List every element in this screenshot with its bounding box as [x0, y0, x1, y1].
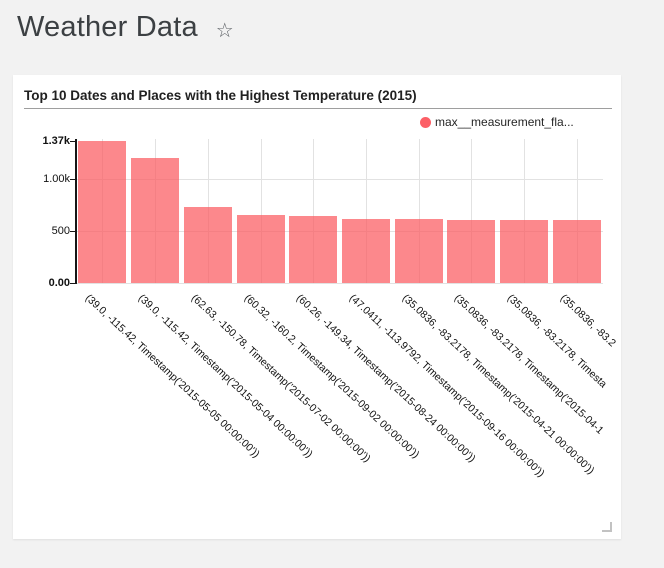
y-axis-tick [70, 231, 75, 233]
y-axis-label: 1.37k [42, 135, 70, 147]
bar[interactable] [236, 215, 285, 283]
chart-card: Top 10 Dates and Places with the Highest… [13, 75, 621, 539]
bar[interactable] [500, 219, 548, 283]
legend-series-dot-icon [420, 116, 431, 128]
x-axis-label: (35.0836, -83.2178, Timestamp('2015-04-2… [399, 292, 597, 477]
bar[interactable] [289, 215, 338, 283]
x-axis-label: (39.0, -115.42, Timestamp('2015-05-05 00… [83, 292, 263, 461]
y-axis-tick [70, 283, 75, 284]
star-outline-icon[interactable]: ☆ [215, 20, 234, 42]
bar[interactable] [394, 219, 443, 283]
y-axis-tick [70, 141, 75, 142]
x-axis-label: (47.0411, -113.9792, Timestamp('2015-09-… [346, 292, 547, 480]
vertical-gridline [260, 139, 262, 284]
legend-item[interactable]: max__measurement_fla... [420, 115, 574, 129]
vertical-gridline [365, 139, 367, 284]
baseline-gridline [76, 283, 603, 284]
y-axis-label: 0.00 [48, 277, 70, 289]
x-axis-label: (62.63, -150.78, Timestamp('2015-07-02 0… [188, 292, 373, 465]
y-axis-tick [70, 179, 75, 181]
y-axis-label: 1.00k [43, 173, 70, 186]
x-axis-label: (60.26, -149.34, Timestamp('2015-08-24 0… [294, 292, 479, 465]
chart-title: Top 10 Dates and Places with the Highest… [24, 88, 417, 103]
bar[interactable] [447, 219, 496, 283]
x-axis-label: (60.32, -160.2, Timestamp('2015-09-02 00… [241, 292, 422, 461]
resize-handle-icon[interactable] [602, 522, 612, 532]
page-header: Weather Data ☆ [17, 11, 234, 44]
legend-series-label: max__measurement_fla... [435, 115, 574, 129]
vertical-gridline [576, 139, 578, 284]
horizontal-gridline [76, 231, 603, 233]
bar[interactable] [341, 219, 390, 283]
bar[interactable] [131, 158, 180, 283]
bar[interactable] [552, 219, 601, 283]
horizontal-gridline [76, 179, 603, 181]
vertical-gridline [313, 139, 315, 284]
page-title: Weather Data [17, 11, 198, 43]
vertical-gridline [471, 139, 473, 284]
x-axis-label: (35.0836, -83.2178, Timesta [504, 292, 610, 391]
y-axis-line [75, 139, 77, 284]
x-axis-label: (35.0836, -83.2 [557, 292, 618, 350]
y-axis-label: 500 [51, 225, 70, 238]
bar[interactable] [78, 141, 127, 283]
title-divider [24, 108, 612, 109]
vertical-gridline [418, 139, 420, 284]
vertical-gridline [524, 139, 525, 284]
bar[interactable] [183, 206, 232, 283]
